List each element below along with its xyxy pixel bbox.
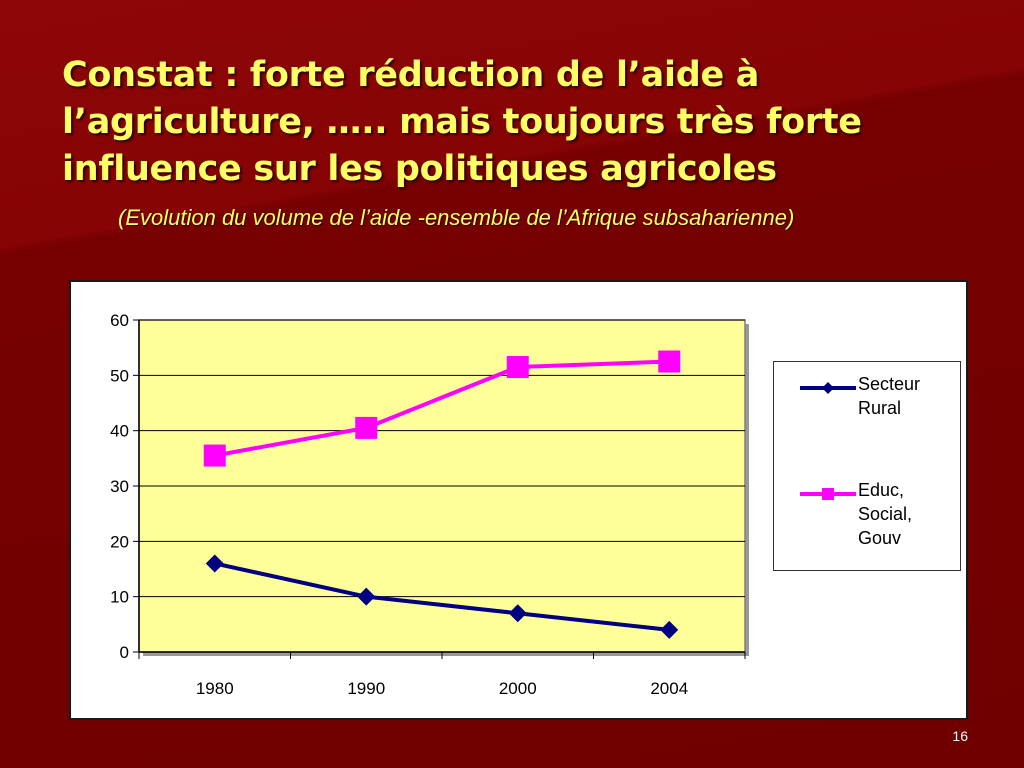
plot-area-group: 0 10 20 30 40 50 60 1980 1990 2000 2004 [110, 311, 749, 698]
y-tick-label: 50 [110, 366, 129, 385]
legend-rural-label: Secteur Rural [858, 374, 921, 418]
slide-subtitle: (Evolution du volume de l’aide -ensemble… [118, 205, 795, 230]
x-tick-label: 1980 [196, 679, 234, 698]
x-tick-label: 2000 [499, 679, 537, 698]
data-point-rural [357, 587, 376, 606]
data-point-rural [660, 620, 679, 639]
data-point-rural [205, 554, 224, 573]
y-tick-label: 40 [110, 422, 129, 441]
y-tick-label: 10 [110, 588, 129, 607]
series-line-1 [214, 359, 670, 458]
x-tick-label: 1990 [347, 679, 385, 698]
legend-rural-marker-icon [800, 382, 856, 394]
chart-panel: 0 10 20 30 40 50 60 1980 1990 2000 2004 Secteur Ru… [69, 280, 968, 720]
y-tick-label: 0 [120, 643, 129, 662]
slide-title: Constat : forte réduction de l’aide à l’… [62, 55, 862, 189]
data-point-educ [355, 416, 378, 439]
legend-educ-label: Educ, Social, Gouv [858, 480, 913, 548]
series-line-0 [214, 561, 670, 632]
data-point-educ [658, 350, 681, 373]
legend-educ-marker-icon [800, 488, 856, 500]
data-point-educ [506, 356, 529, 379]
data-point-educ [203, 444, 226, 467]
y-tick-label: 60 [110, 311, 129, 330]
y-tick-label: 20 [110, 532, 129, 551]
y-tick-label: 30 [110, 477, 129, 496]
line-chart: 0 10 20 30 40 50 60 1980 1990 2000 2004 [110, 311, 749, 698]
chart-legend: Secteur Rural Educ, Social, Gouv [773, 361, 961, 571]
page-number: 16 [952, 728, 968, 744]
data-point-rural [508, 604, 527, 623]
x-tick-label: 2004 [650, 679, 688, 698]
